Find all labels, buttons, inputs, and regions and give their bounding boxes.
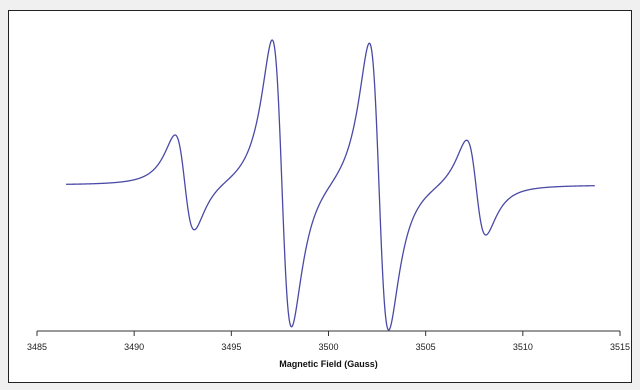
x-tick-label: 3510 bbox=[513, 342, 533, 352]
x-tick-label: 3490 bbox=[124, 342, 144, 352]
x-tick-label: 3500 bbox=[318, 342, 338, 352]
spectrum-line bbox=[66, 39, 595, 331]
x-tick-label: 3495 bbox=[221, 342, 241, 352]
x-axis-title: Magnetic Field (Gauss) bbox=[279, 359, 378, 369]
chart-frame bbox=[8, 10, 632, 383]
x-tick-label: 3515 bbox=[610, 342, 630, 352]
x-tick-label: 3485 bbox=[27, 342, 47, 352]
x-tick-label: 3505 bbox=[416, 342, 436, 352]
x-axis-ticks: 3485 3490 3495 3500 3505 3510 3515 bbox=[27, 331, 630, 352]
